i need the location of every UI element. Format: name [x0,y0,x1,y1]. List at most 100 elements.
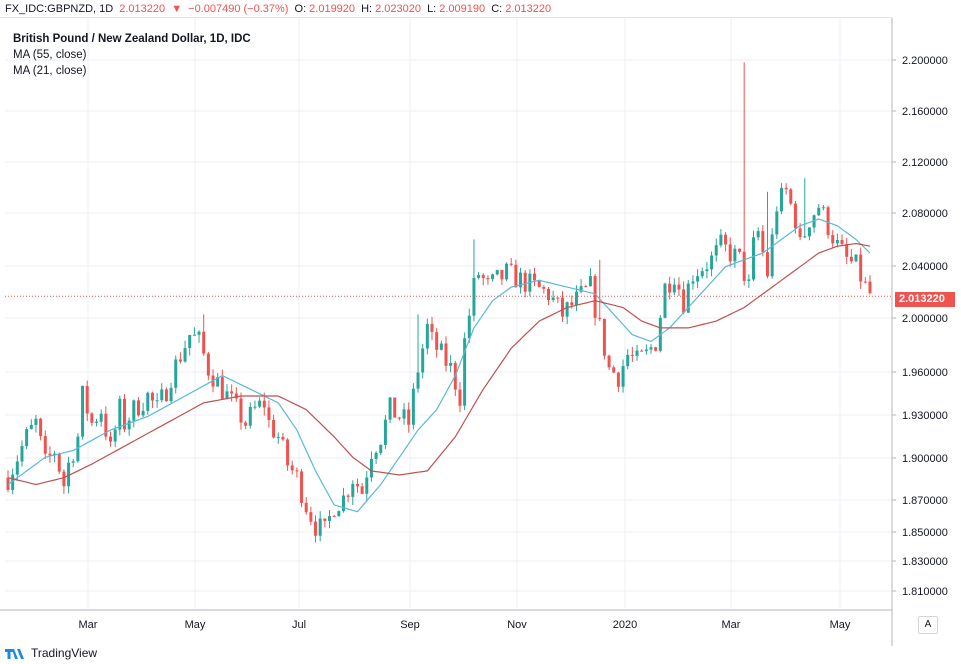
candle-body [146,392,150,411]
candle-body [132,400,136,421]
candle-body [174,359,178,388]
candle-body [817,207,821,216]
candle-body [253,406,257,408]
candle-body [556,297,560,299]
candle-body [48,453,52,456]
candle-body [863,281,867,283]
candle-body [654,347,658,351]
candle-body [607,355,611,368]
candle-body [500,269,504,280]
candle-body [104,413,108,437]
candle-body [798,228,802,238]
x-tick-label: May [830,619,851,631]
candle-body [248,406,252,426]
candle-body [304,502,308,513]
candle-body [854,254,858,262]
candle-body [779,187,783,212]
open-label: O: [294,3,307,15]
auto-scale-button[interactable]: A [918,616,938,634]
candle-body [616,372,620,387]
high-value: 2.023020 [375,3,421,15]
candle-body [635,350,639,356]
brand-name: TradingView [31,646,98,660]
chart-legend: British Pound / New Zealand Dollar, 1D, … [13,31,251,79]
candle-body [821,207,825,209]
legend-title[interactable]: British Pound / New Zealand Dollar, 1D, … [13,33,251,45]
candle-body [122,398,126,430]
candle-body [509,263,513,265]
candle-body [584,286,588,288]
candle-body [835,240,839,244]
tradingview-footer[interactable]: TradingView [4,646,97,660]
candle-body [397,417,401,419]
down-arrow-icon: ▼ [171,3,183,15]
candle-body [752,237,756,280]
candle-body [76,436,80,462]
y-tick-label: 2.040000 [902,261,948,273]
legend-ma21[interactable]: MA (21, close) [13,65,87,77]
ma21-line [7,218,871,513]
y-tick-label: 2.000000 [902,313,948,325]
candle-body [160,389,164,401]
candle-body [793,203,797,229]
candle-body [574,291,578,306]
candle-body [164,389,168,402]
candle-body [542,286,546,289]
low-label: L: [427,3,437,15]
candle-body [756,231,760,238]
candle-body [62,471,66,487]
legend-ma55[interactable]: MA (55, close) [13,49,87,61]
y-tick-label: 2.160000 [902,106,948,118]
candle-body [360,486,364,494]
candle-body [672,284,676,293]
last-price-tag: 2.013220 [895,292,955,307]
candle-body [551,297,555,300]
candle-body [258,400,262,407]
price-chart[interactable]: 2.200000 2.160000 2.120000 2.080000 2.040000… [0,18,961,646]
candle-body [640,350,644,352]
y-tick-label: 2.120000 [902,157,948,169]
candle-body [379,444,383,453]
candle-body [682,289,686,313]
candle-body [234,393,238,399]
candle-body [95,421,99,423]
candle-body [220,377,224,399]
candle-body [495,269,499,275]
candle-body [546,288,550,300]
candle-body [612,367,616,373]
candle-body [244,422,248,426]
candle-body [486,278,490,280]
candle-body [383,419,387,445]
candle-body [812,215,816,228]
symbol-label[interactable]: FX_IDC:GBPNZD, 1D [5,3,114,15]
candle-body [365,477,369,494]
candle-body [318,518,322,536]
candle-body [514,264,518,288]
candle-body [113,429,117,442]
candle-body [225,391,229,399]
y-tick-label: 1.960000 [902,367,948,379]
candle-body [411,388,415,425]
high-label: H: [361,3,373,15]
candle-body [593,276,597,318]
candle-body [775,211,779,235]
candle-body [733,248,737,262]
candle-body [20,446,24,462]
candle-body [29,424,33,430]
candle-body [588,276,592,287]
candle-body [663,283,667,318]
candle-body [71,461,75,463]
candle-body [477,275,481,278]
y-tick-label: 1.810000 [902,586,948,598]
candle-body [560,297,564,317]
x-tick-label: 2020 [613,619,637,631]
candle-body [57,453,61,472]
candle-body [668,283,672,293]
candle-body [738,248,742,252]
candle-body [826,207,830,236]
candle-body [281,436,285,440]
candle-body [724,234,728,245]
candle-body [332,516,336,518]
y-tick-label: 2.080000 [902,208,948,220]
candle-body [127,420,131,430]
